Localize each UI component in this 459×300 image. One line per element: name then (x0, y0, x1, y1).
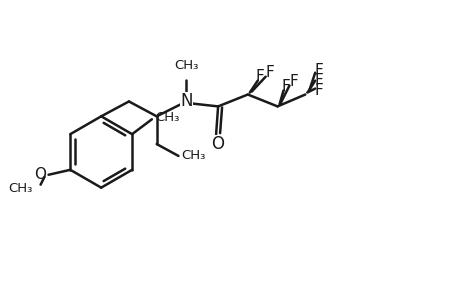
Text: F: F (255, 69, 263, 84)
Text: F: F (314, 83, 323, 98)
Text: F: F (280, 79, 289, 94)
Text: CH₃: CH₃ (181, 149, 205, 162)
Text: O: O (211, 135, 224, 153)
Text: N: N (180, 92, 192, 110)
Text: F: F (314, 73, 323, 88)
Text: CH₃: CH₃ (8, 182, 33, 195)
Text: F: F (288, 74, 297, 89)
Text: F: F (314, 63, 323, 78)
Text: CH₃: CH₃ (155, 111, 179, 124)
Text: O: O (34, 167, 46, 182)
Text: CH₃: CH₃ (174, 59, 198, 72)
Text: F: F (265, 65, 274, 80)
